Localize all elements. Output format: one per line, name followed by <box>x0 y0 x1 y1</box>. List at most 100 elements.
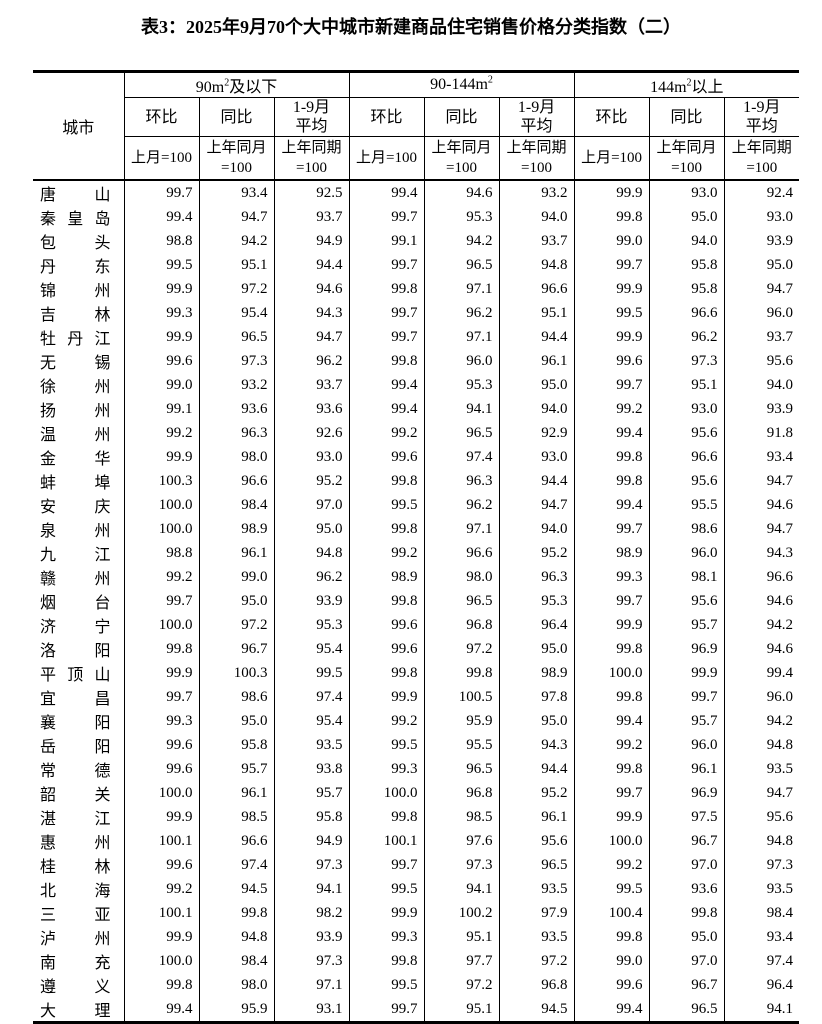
city-cell: 秦皇岛 <box>33 205 124 229</box>
value-cell: 99.4 <box>723 661 800 685</box>
table-row: 秦皇岛 99.4 94.7 93.7 99.7 95.3 94.0 99.8 95.0 93.0 <box>33 205 800 229</box>
table-row: 岳阳 99.6 95.8 93.5 99.5 95.5 94.3 99.2 96.0 94.8 <box>33 733 800 757</box>
table-row: 烟台 99.7 95.0 93.9 99.8 96.5 95.3 99.7 95.6 94.6 <box>33 589 800 613</box>
value-cell: 96.4 <box>498 613 575 637</box>
value-cell: 99.8 <box>348 949 425 973</box>
value-cell: 93.0 <box>648 397 725 421</box>
city-cell: 九江 <box>33 541 124 565</box>
value-cell: 96.7 <box>648 829 725 853</box>
value-cell: 99.5 <box>573 301 650 325</box>
value-cell: 99.9 <box>573 180 650 205</box>
value-cell: 95.6 <box>648 589 725 613</box>
value-cell: 95.0 <box>273 517 350 541</box>
value-cell: 99.6 <box>573 349 650 373</box>
value-cell: 98.8 <box>123 541 199 565</box>
value-cell: 97.1 <box>423 277 500 301</box>
city-cell: 遵义 <box>33 973 124 997</box>
value-cell: 99.8 <box>348 469 425 493</box>
value-cell: 97.2 <box>198 613 274 637</box>
value-cell: 99.6 <box>123 733 199 757</box>
value-cell: 96.6 <box>723 565 800 589</box>
city-cell: 吉林 <box>33 301 124 325</box>
city-cell: 桂林 <box>33 853 124 877</box>
value-cell: 98.2 <box>273 901 350 925</box>
value-cell: 94.3 <box>723 541 800 565</box>
value-cell: 99.9 <box>123 325 199 349</box>
value-cell: 99.7 <box>348 325 425 349</box>
group-header-row: 城市 90m2及以下 90-144m2 144m2以上 <box>33 71 800 181</box>
value-cell: 99.2 <box>348 709 425 733</box>
value-cell: 93.9 <box>723 229 800 253</box>
value-cell: 94.5 <box>198 877 274 901</box>
value-cell: 99.9 <box>123 805 199 829</box>
value-cell: 96.5 <box>423 421 500 445</box>
value-cell: 99.8 <box>573 469 650 493</box>
value-cell: 93.8 <box>273 757 350 781</box>
value-cell: 99.9 <box>123 925 199 949</box>
value-cell: 97.3 <box>723 853 800 877</box>
value-cell: 99.4 <box>573 709 650 733</box>
basis-yoy: 上年同月 =100 <box>198 136 274 181</box>
group-header-90-and-below: 90m2及以下 <box>123 71 350 98</box>
page-title: 表3：2025年9月70个大中城市新建商品住宅销售价格分类指数（二） <box>141 17 681 37</box>
value-cell: 100.5 <box>423 685 500 709</box>
value-cell: 99.8 <box>348 661 425 685</box>
city-cell: 常德 <box>33 757 124 781</box>
value-cell: 93.7 <box>723 325 800 349</box>
value-cell: 97.3 <box>198 349 274 373</box>
value-cell: 99.8 <box>423 661 500 685</box>
value-cell: 94.9 <box>273 229 350 253</box>
value-cell: 99.7 <box>573 781 650 805</box>
value-cell: 99.3 <box>123 301 199 325</box>
table-row: 泸州 99.9 94.8 93.9 99.3 95.1 93.5 99.8 95.0 93.4 <box>33 925 800 949</box>
value-cell: 94.7 <box>723 781 800 805</box>
value-cell: 94.7 <box>273 325 350 349</box>
value-cell: 99.0 <box>573 949 650 973</box>
value-cell: 97.3 <box>648 349 725 373</box>
value-cell: 97.6 <box>423 829 500 853</box>
value-cell: 95.8 <box>273 805 350 829</box>
value-cell: 97.8 <box>498 685 575 709</box>
value-cell: 99.9 <box>348 685 425 709</box>
value-cell: 94.2 <box>723 709 800 733</box>
table-row: 襄阳 99.3 95.0 95.4 99.2 95.9 95.0 99.4 95.7 94.2 <box>33 709 800 733</box>
value-cell: 98.6 <box>198 685 274 709</box>
value-cell: 94.9 <box>273 829 350 853</box>
value-cell: 96.0 <box>723 685 800 709</box>
value-cell: 95.6 <box>648 421 725 445</box>
value-cell: 94.4 <box>273 253 350 277</box>
value-cell: 94.6 <box>723 637 800 661</box>
value-cell: 95.7 <box>273 781 350 805</box>
value-cell: 99.7 <box>123 180 199 205</box>
value-cell: 99.9 <box>123 445 199 469</box>
value-cell: 97.0 <box>273 493 350 517</box>
value-cell: 94.0 <box>723 373 800 397</box>
value-cell: 96.2 <box>273 565 350 589</box>
value-cell: 99.5 <box>348 493 425 517</box>
city-cell: 牡丹江 <box>33 325 124 349</box>
city-cell: 济宁 <box>33 613 124 637</box>
value-cell: 93.5 <box>498 925 575 949</box>
city-cell: 安庆 <box>33 493 124 517</box>
value-cell: 94.2 <box>723 613 800 637</box>
table-row: 无锡 99.6 97.3 96.2 99.8 96.0 96.1 99.6 97.3 95.6 <box>33 349 800 373</box>
value-cell: 96.8 <box>423 781 500 805</box>
value-cell: 99.4 <box>348 373 425 397</box>
value-cell: 95.3 <box>273 613 350 637</box>
value-cell: 96.3 <box>498 565 575 589</box>
value-cell: 99.9 <box>573 277 650 301</box>
table-row: 常德 99.6 95.7 93.8 99.3 96.5 94.4 99.8 96.1 93.5 <box>33 757 800 781</box>
page: 表3：2025年9月70个大中城市新建商品住宅销售价格分类指数（二） 城市 90… <box>0 14 822 1024</box>
value-cell: 94.8 <box>198 925 274 949</box>
value-cell: 99.2 <box>123 421 199 445</box>
value-cell: 98.4 <box>723 901 800 925</box>
value-cell: 96.1 <box>498 805 575 829</box>
value-cell: 97.1 <box>273 973 350 997</box>
table-row: 韶关 100.0 96.1 95.7 100.0 96.8 95.2 99.7 96.9 94.7 <box>33 781 800 805</box>
value-cell: 96.8 <box>498 973 575 997</box>
value-cell: 99.2 <box>123 877 199 901</box>
basis-mom: 上月=100 <box>123 136 199 181</box>
city-cell: 襄阳 <box>33 709 124 733</box>
value-cell: 95.0 <box>498 709 575 733</box>
table-row: 泉州 100.0 98.9 95.0 99.8 97.1 94.0 99.7 98.6 94.7 <box>33 517 800 541</box>
